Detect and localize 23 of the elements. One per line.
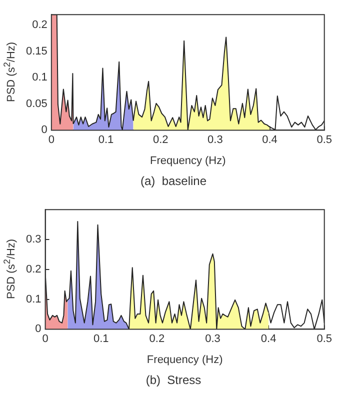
x-tick-label: 0.3 [208,134,223,146]
y-tick-label: 0.3 [26,234,42,246]
y-tick-label: 0.05 [26,98,48,110]
x-axis-title: Frequency (Hz) [150,155,226,168]
y-tick-label: 0.15 [26,45,48,58]
x-tick-label: 0.5 [316,134,332,146]
x-tick-label: 0.4 [262,134,278,146]
x-tick-label: 0.2 [152,134,168,146]
y-tick-label: 0 [41,124,48,136]
text: (b) Stress [146,373,202,388]
x-tick-label: 0.1 [93,332,109,345]
x-axis-title: Frequency (Hz) [146,354,223,366]
x-tick-label: 0.2 [149,332,165,345]
y-tick-label: 0.1 [26,293,42,306]
x-tick-label: 0.5 [316,332,332,345]
x-tick-label: 0.3 [205,332,220,345]
y-tick-label: 0.1 [32,72,48,84]
y-tick-label: 0.2 [32,19,48,32]
text: (a) baseline [140,174,207,188]
x-tick-label: 0.1 [98,134,114,146]
y-tick-label: 0 [35,323,42,336]
y-tick-label: 0.2 [26,263,42,276]
x-tick-label: 0.4 [260,332,276,345]
